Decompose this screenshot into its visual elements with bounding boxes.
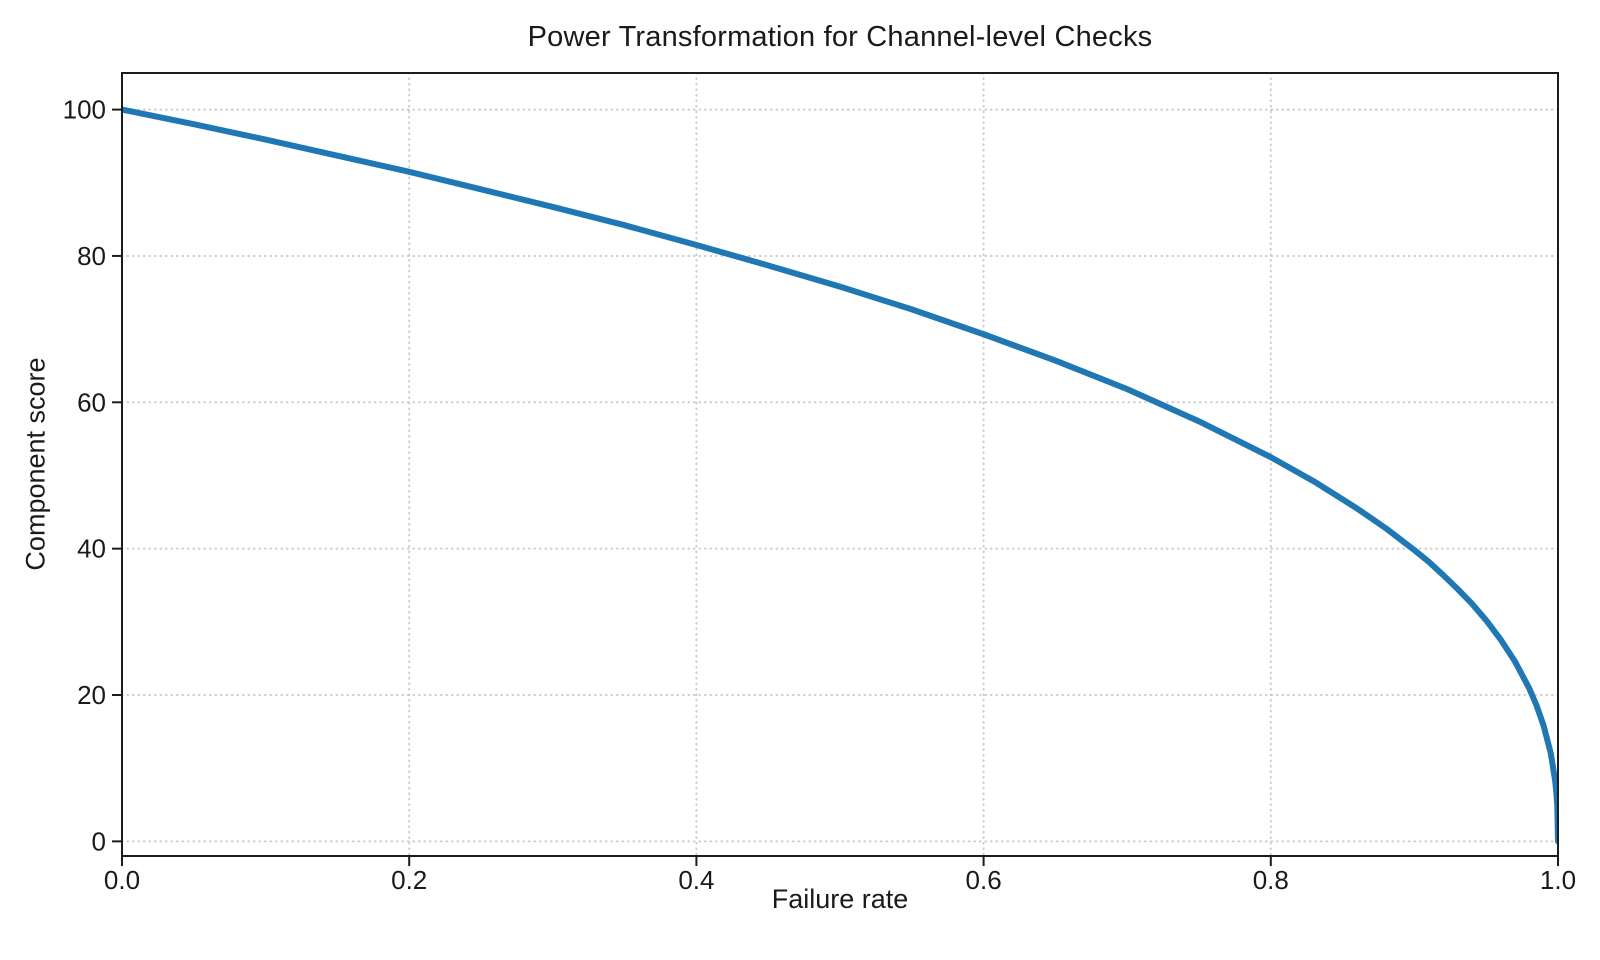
y-tick-label-0: 0 [92, 826, 106, 856]
x-tick-label-0.2: 0.2 [391, 865, 427, 895]
y-tick-label-60: 60 [77, 387, 106, 417]
component-score-curve [122, 106, 1558, 845]
chart-title: Power Transformation for Channel-level C… [527, 21, 1153, 53]
x-tick-label-0.4: 0.4 [678, 865, 714, 895]
x-axis-title: Failure rate [771, 884, 909, 914]
x-tick-label-0.0: 0.0 [104, 865, 140, 895]
y-tick-label-100: 100 [63, 95, 106, 125]
axes-spines [121, 72, 1559, 857]
x-tick-label-1.0: 1.0 [1540, 865, 1576, 895]
y-tick-label-80: 80 [77, 241, 106, 271]
x-tick-label-0.8: 0.8 [1253, 865, 1289, 895]
y-tick-label-40: 40 [77, 534, 106, 564]
x-tick-label-0.6: 0.6 [966, 865, 1002, 895]
y-tick-label-20: 20 [77, 680, 106, 710]
